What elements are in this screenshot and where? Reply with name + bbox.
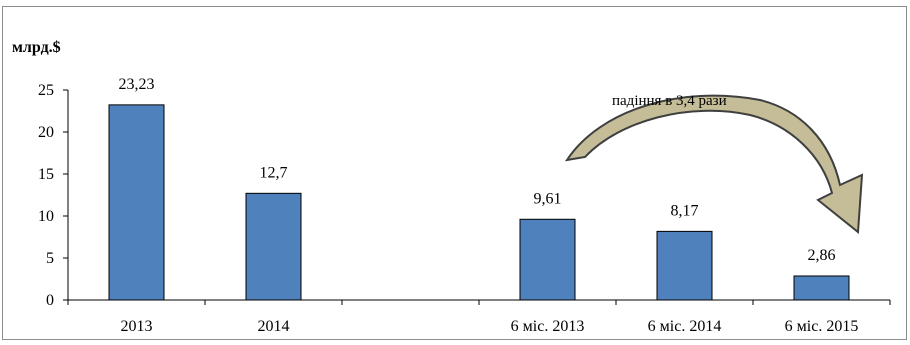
- y-tick-label: 0: [46, 292, 54, 309]
- y-axis: 0 5 10 15 20 25: [38, 82, 69, 309]
- category-labels: 2013 2014 6 міс. 2013 6 міс. 2014 6 міс. 201…: [121, 318, 859, 335]
- x-category-label: 2013: [121, 318, 153, 335]
- decline-annotation: падіння в 3,4 рази: [612, 93, 727, 109]
- data-labels: 23,23 12,7 9,61 8,17 2,86: [119, 76, 836, 264]
- y-tick-label: 25: [38, 82, 54, 99]
- y-tick-label: 10: [38, 208, 54, 225]
- bar-data-label: 2,86: [808, 247, 836, 264]
- bar: [245, 192, 302, 301]
- bars: [108, 104, 850, 301]
- bar: [656, 230, 713, 301]
- bar: [793, 275, 850, 301]
- bar: [108, 104, 165, 301]
- bar: [519, 218, 576, 301]
- bar-data-label: 9,61: [534, 190, 562, 207]
- decline-arrow: [564, 94, 864, 234]
- y-tick-label: 15: [38, 166, 54, 183]
- x-category-label: 6 міс. 2013: [511, 318, 585, 335]
- bar-data-label: 23,23: [119, 76, 155, 93]
- y-tick-label: 20: [38, 124, 54, 141]
- bar-data-label: 12,7: [260, 164, 288, 181]
- y-tick-label: 5: [46, 250, 54, 267]
- x-category-label: 6 міс. 2015: [785, 318, 859, 335]
- y-unit-label: млрд.$: [12, 39, 61, 56]
- x-category-label: 2014: [258, 318, 290, 335]
- bar-data-label: 8,17: [671, 202, 699, 219]
- x-axis: [67, 299, 891, 305]
- x-category-label: 6 міс. 2014: [648, 318, 722, 335]
